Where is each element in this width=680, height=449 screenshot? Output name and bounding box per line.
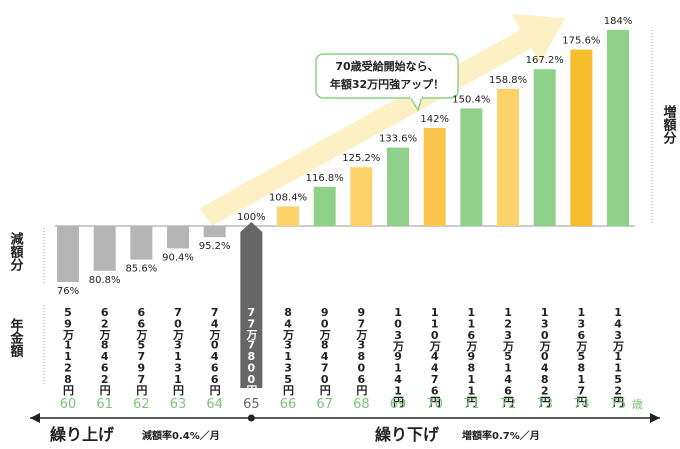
x-tick-label: 66	[280, 397, 297, 412]
bar	[203, 226, 226, 238]
value-label: 95.2%	[199, 241, 231, 252]
x-tick-label: 75	[610, 397, 627, 412]
x-tick-label: 64	[206, 397, 223, 412]
age-unit: 歳	[632, 398, 643, 411]
amount: 90万8470円	[318, 306, 332, 396]
bar	[130, 226, 153, 260]
x-tick-label: 73	[536, 397, 553, 412]
value-label: 133.6%	[379, 134, 417, 145]
x-tick-label: 63	[170, 397, 187, 412]
x-tick-label: 69	[390, 397, 407, 412]
value-label: 150.4%	[452, 94, 490, 105]
value-label: 116.8%	[306, 173, 344, 184]
amount: 97万3806円	[355, 306, 369, 396]
amount: 62万8462円	[98, 306, 112, 396]
value-label: 90.4%	[162, 252, 194, 263]
late-title: 繰り下げ	[375, 425, 440, 444]
decrease-label: 減額分	[8, 231, 25, 272]
x-tick-label: 68	[353, 397, 370, 412]
bar	[387, 147, 410, 226]
bar	[313, 186, 336, 226]
value-label: 100%	[237, 212, 266, 223]
value-label: 76%	[57, 286, 79, 297]
arrow-right	[650, 413, 660, 423]
x-tick-label: 61	[96, 397, 113, 412]
amount: 123万5146円	[502, 306, 516, 408]
amount: 74万0466円	[208, 306, 222, 396]
timeline-dot	[247, 414, 255, 422]
x-tick-label: 67	[316, 397, 333, 412]
bar	[533, 69, 556, 226]
amount: 84万3135円	[282, 306, 296, 396]
early-title: 繰り上げ	[50, 425, 115, 444]
callout-text: 年額32万円強アップ！	[330, 77, 444, 91]
early-rate: 減額率0.4%／月	[142, 429, 220, 442]
amount-label: 年金額	[8, 317, 25, 358]
bar	[570, 49, 593, 226]
bar	[93, 226, 116, 271]
x-tick-label: 74	[573, 397, 590, 412]
amount: 103万9141円	[392, 306, 406, 408]
trend-arrow	[200, 14, 565, 226]
amount: 136万5817円	[575, 306, 589, 408]
x-tick-label: 71	[463, 397, 480, 412]
x-tick-label: 60	[60, 397, 77, 412]
value-label: 167.2%	[526, 55, 564, 66]
amount: 59万1128円	[62, 306, 76, 396]
bar	[497, 88, 520, 226]
x-tick-label: 70	[426, 397, 443, 412]
callout-text: 70歳受給開始なら、	[335, 59, 438, 73]
value-label: 184%	[604, 16, 633, 27]
bar	[350, 167, 373, 226]
bar	[167, 226, 190, 249]
amount: 77万7800円	[245, 306, 259, 396]
amount: 116万9811円	[465, 306, 479, 408]
amount: 130万0482円	[538, 306, 552, 408]
bar	[460, 108, 483, 226]
value-label: 142%	[420, 114, 449, 125]
amount: 143万1152円	[612, 306, 626, 408]
value-label: 80.8%	[89, 275, 121, 286]
bar	[277, 206, 300, 226]
late-rate: 増額率0.7%／月	[462, 429, 540, 442]
value-label: 125.2%	[342, 153, 380, 164]
arrow-left	[30, 413, 40, 423]
increase-label: 増額分	[661, 104, 678, 145]
bar	[423, 128, 446, 226]
callout-box	[315, 53, 459, 99]
bar	[607, 30, 630, 226]
x-tick-label: 72	[500, 397, 517, 412]
value-label: 85.6%	[125, 264, 157, 275]
amount: 66万5797円	[135, 306, 149, 396]
amount: 70万3131円	[172, 306, 186, 396]
x-tick-label: 62	[133, 397, 150, 412]
value-label: 108.4%	[269, 192, 307, 203]
bar	[57, 226, 79, 282]
amount: 110万4476円	[428, 306, 442, 408]
x-tick-label: 65	[243, 397, 260, 412]
value-label: 158.8%	[489, 75, 527, 86]
highlight-column	[240, 222, 263, 388]
value-label: 175.6%	[562, 36, 600, 47]
